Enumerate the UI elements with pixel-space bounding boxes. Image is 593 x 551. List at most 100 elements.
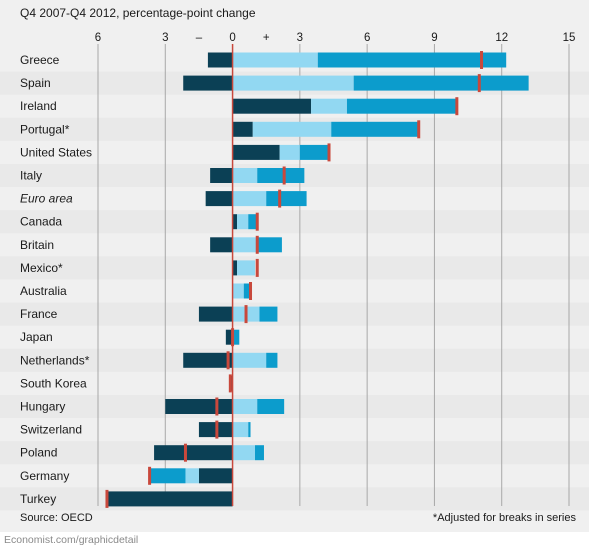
bar-segment xyxy=(232,168,258,183)
bar-segment xyxy=(232,283,244,299)
category-label: Germany xyxy=(20,469,69,483)
bar-segment xyxy=(232,144,280,160)
footnote: *Adjusted for breaks in series xyxy=(433,512,577,524)
bar-segment xyxy=(185,468,199,484)
bar-segment xyxy=(225,329,233,345)
bar-segment xyxy=(232,260,238,276)
bar-segment xyxy=(353,75,529,91)
x-tick-label: 6 xyxy=(95,32,101,44)
total-marker xyxy=(249,282,253,300)
category-label: Netherlands* xyxy=(20,353,90,367)
bar-segment xyxy=(198,306,233,322)
row-band xyxy=(0,256,589,280)
bar-segment xyxy=(232,52,318,68)
bar-segment xyxy=(257,168,305,183)
bar-segment xyxy=(232,237,258,253)
bar-segment xyxy=(232,98,312,114)
total-marker xyxy=(255,235,259,254)
category-label: Ireland xyxy=(20,99,57,113)
gridlines xyxy=(97,44,570,506)
total-marker xyxy=(278,189,282,208)
total-marker xyxy=(477,74,481,93)
row-band xyxy=(0,348,589,372)
bar-segment xyxy=(257,399,285,414)
total-marker xyxy=(105,489,109,508)
category-label: Poland xyxy=(20,446,57,460)
bar-segment xyxy=(237,214,249,230)
bar-segment xyxy=(210,168,233,183)
bar-segment xyxy=(205,191,233,207)
row-band xyxy=(0,302,589,326)
bar-segment xyxy=(232,329,240,345)
total-marker xyxy=(480,51,484,69)
total-marker xyxy=(255,258,259,277)
category-label: Turkey xyxy=(20,492,56,506)
category-label: Australia xyxy=(20,284,67,298)
category-label: Euro area xyxy=(20,192,73,206)
x-tick-label: 3 xyxy=(297,32,303,44)
bar-segment xyxy=(232,399,258,414)
category-label: Spain xyxy=(20,76,51,90)
bar-segment xyxy=(266,352,278,368)
x-tick-label: 0 xyxy=(229,32,235,44)
row-band xyxy=(0,210,589,234)
bar-segment xyxy=(243,283,251,299)
x-tick-label: 15 xyxy=(563,32,576,44)
total-marker xyxy=(327,143,331,162)
tick-labels: 6 3 – 0 +3 6 9 12 15 xyxy=(95,32,576,44)
bar-segment xyxy=(266,191,307,207)
bar-segment xyxy=(331,121,419,137)
bar-segment xyxy=(106,491,233,507)
bar-segment xyxy=(311,98,347,114)
bar-segment xyxy=(210,237,233,253)
bar-segment xyxy=(255,445,264,461)
category-labels: Greece Spain Ireland Portugal* United States… xyxy=(20,53,92,506)
category-label: France xyxy=(20,307,58,321)
category-label: Mexico* xyxy=(20,261,63,275)
bar-segment xyxy=(248,422,251,438)
bar-segment xyxy=(252,121,332,137)
bar-segment xyxy=(279,144,300,160)
bar-segment xyxy=(257,237,282,253)
chart-subtitle: Q4 2007-Q4 2012, percentage-point change xyxy=(20,6,256,20)
bar-segment xyxy=(259,306,278,322)
x-tick-label: 9 xyxy=(431,32,437,44)
total-marker xyxy=(455,97,459,116)
row-band xyxy=(0,441,589,465)
total-marker xyxy=(215,397,219,416)
bar-segment xyxy=(232,191,267,207)
row-bands xyxy=(0,71,589,511)
total-marker xyxy=(226,351,230,370)
total-markers xyxy=(105,51,484,508)
bar-segment xyxy=(149,468,186,484)
category-label: Hungary xyxy=(20,400,65,414)
total-marker xyxy=(215,420,219,439)
category-label: Italy xyxy=(20,169,42,183)
category-label: Switzerland xyxy=(20,423,82,437)
credit-line: Economist.com/graphicdetail xyxy=(4,534,138,546)
x-tick-label: 3 xyxy=(162,32,168,44)
bar-segment xyxy=(207,52,233,68)
total-marker xyxy=(282,166,286,185)
category-label: Japan xyxy=(20,330,53,344)
bar-segment xyxy=(183,352,233,368)
bar-segment xyxy=(248,214,258,230)
row-band xyxy=(0,487,589,511)
total-marker xyxy=(231,328,235,347)
bar-segment xyxy=(165,399,233,414)
bar-segment xyxy=(232,75,354,91)
bar-segment xyxy=(299,144,330,160)
category-label: Greece xyxy=(20,53,60,67)
total-marker xyxy=(183,443,187,462)
category-label: United States xyxy=(20,145,92,159)
bar-segment xyxy=(232,445,255,461)
total-marker xyxy=(148,466,152,485)
category-label: Portugal* xyxy=(20,122,70,136)
bar-segment xyxy=(183,75,233,91)
bar-segment xyxy=(232,121,253,137)
bar-segment xyxy=(346,98,457,114)
row-band xyxy=(0,394,589,419)
bar-segment xyxy=(232,214,238,230)
